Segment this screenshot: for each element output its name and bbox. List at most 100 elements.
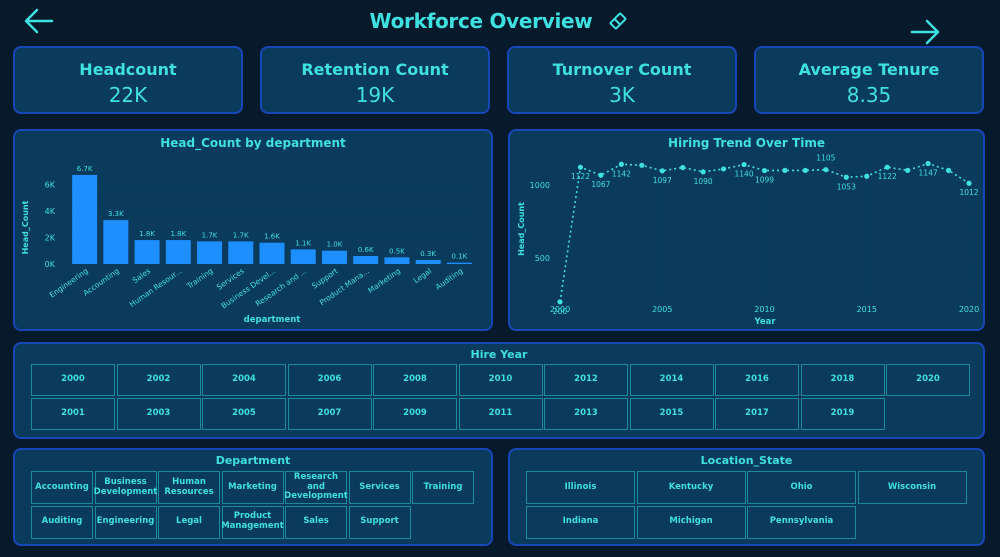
data-point[interactable] bbox=[618, 161, 624, 167]
hire-year-tile[interactable]: 2011 bbox=[458, 397, 543, 430]
hire-year-tile[interactable]: 2001 bbox=[31, 397, 115, 430]
department-tile[interactable]: Sales bbox=[285, 505, 347, 539]
hire-year-tile[interactable]: 2003 bbox=[116, 397, 201, 430]
department-tile[interactable]: Support bbox=[348, 505, 411, 539]
data-point[interactable] bbox=[945, 167, 952, 173]
department-tile[interactable]: Engineering bbox=[94, 505, 157, 539]
hire-year-tile[interactable]: 2010 bbox=[458, 364, 543, 396]
kpi-label: Headcount bbox=[79, 60, 177, 79]
back-button[interactable] bbox=[22, 6, 56, 36]
department-tile[interactable]: Training bbox=[412, 471, 474, 504]
data-point[interactable] bbox=[659, 168, 665, 174]
bar[interactable] bbox=[353, 256, 379, 264]
location-state-tile[interactable]: Michigan bbox=[636, 505, 746, 539]
eraser-icon[interactable] bbox=[606, 9, 630, 33]
forward-button[interactable] bbox=[908, 17, 942, 47]
data-label: 1090 bbox=[694, 177, 713, 186]
bar[interactable] bbox=[165, 240, 191, 264]
bar[interactable] bbox=[384, 257, 410, 264]
hire-year-tile[interactable]: 2009 bbox=[373, 397, 457, 430]
data-point[interactable] bbox=[905, 167, 911, 173]
hire-year-tile[interactable]: 2000 bbox=[31, 364, 115, 396]
department-tile[interactable]: Human Resources bbox=[158, 471, 220, 504]
data-point[interactable] bbox=[761, 167, 768, 174]
data-label: 1140 bbox=[735, 170, 754, 179]
x-tick-label: Human Resour... bbox=[128, 266, 184, 309]
bar[interactable] bbox=[259, 242, 285, 264]
location-state-tile[interactable]: Ohio bbox=[747, 471, 856, 504]
location-state-tile[interactable]: Indiana bbox=[526, 505, 635, 539]
department-tile[interactable]: Research and Development bbox=[284, 471, 348, 504]
data-point[interactable] bbox=[823, 167, 829, 173]
bar[interactable] bbox=[228, 241, 254, 264]
data-label: 1067 bbox=[591, 180, 610, 189]
data-point[interactable] bbox=[884, 164, 890, 170]
data-point[interactable] bbox=[782, 167, 788, 173]
y-tick-label: 1000 bbox=[530, 181, 550, 190]
department-tile[interactable]: Services bbox=[348, 471, 411, 504]
data-point[interactable] bbox=[700, 169, 706, 175]
data-point[interactable] bbox=[721, 166, 727, 172]
hire-year-tile[interactable]: 2005 bbox=[202, 397, 286, 430]
hire-year-tile[interactable]: 2007 bbox=[287, 397, 372, 430]
department-tile[interactable]: Auditing bbox=[31, 505, 93, 539]
hire-year-tile[interactable]: 2014 bbox=[629, 364, 714, 396]
location-state-tile[interactable]: Pennsylvania bbox=[747, 505, 856, 539]
department-slicer: Department Accounting Business Developmen… bbox=[13, 448, 493, 546]
bar[interactable] bbox=[134, 240, 160, 264]
data-point[interactable] bbox=[557, 299, 563, 305]
hire-year-tile[interactable]: 2008 bbox=[373, 364, 457, 396]
data-point[interactable] bbox=[925, 160, 931, 167]
hire-year-tile[interactable]: 2017 bbox=[715, 397, 799, 430]
data-point[interactable] bbox=[741, 161, 747, 168]
hire-year-tile[interactable]: 2015 bbox=[629, 397, 714, 430]
data-label: 1105 bbox=[816, 154, 835, 163]
slicer-title: Department bbox=[215, 454, 291, 467]
bar[interactable] bbox=[446, 262, 472, 264]
department-tile[interactable]: Product Management bbox=[221, 505, 284, 539]
data-point[interactable] bbox=[864, 173, 870, 179]
bar-chart[interactable]: 0K2K4K6K6.7KEngineering3.3KAccounting1.8… bbox=[15, 149, 491, 329]
hire-year-tile[interactable]: 2004 bbox=[202, 364, 286, 396]
x-tick-label: Legal bbox=[412, 266, 434, 285]
hire-year-tile[interactable]: 2006 bbox=[287, 364, 372, 396]
arrow-left-icon bbox=[24, 8, 54, 34]
data-point[interactable] bbox=[598, 172, 604, 178]
location-state-tile[interactable]: Illinois bbox=[526, 471, 635, 504]
department-tile[interactable]: Legal bbox=[158, 505, 220, 539]
data-label: 1053 bbox=[837, 182, 856, 191]
data-label: 1099 bbox=[755, 176, 774, 185]
hire-year-tile[interactable]: 2018 bbox=[800, 364, 885, 396]
data-point[interactable] bbox=[680, 164, 686, 171]
x-tick-label: Business Devel... bbox=[219, 266, 277, 310]
location-state-tile[interactable]: Kentucky bbox=[636, 471, 746, 504]
y-tick-label: 6K bbox=[45, 180, 56, 189]
data-label: 6.7K bbox=[77, 165, 93, 173]
x-tick-label: 2010 bbox=[754, 305, 774, 314]
hire-year-tile[interactable]: 2013 bbox=[544, 397, 628, 430]
data-label: 0.6K bbox=[358, 246, 374, 254]
department-tile[interactable]: Accounting bbox=[31, 471, 93, 504]
department-tile[interactable]: Business Development bbox=[94, 471, 157, 504]
x-axis-title: department bbox=[244, 315, 301, 325]
bar[interactable] bbox=[415, 260, 441, 264]
bar[interactable] bbox=[321, 250, 347, 264]
location-state-tile[interactable]: Wisconsin bbox=[857, 471, 967, 504]
hire-year-tile[interactable]: 2002 bbox=[116, 364, 201, 396]
bar[interactable] bbox=[290, 249, 316, 264]
hire-year-tile[interactable]: 2012 bbox=[544, 364, 628, 396]
line-chart-panel: Hiring Trend Over Time 500 1000 2000 2005 20… bbox=[508, 129, 985, 331]
data-point[interactable] bbox=[966, 180, 972, 186]
hire-year-tile[interactable]: 2019 bbox=[800, 397, 885, 430]
data-point[interactable] bbox=[802, 167, 808, 173]
department-tile[interactable]: Marketing bbox=[221, 471, 284, 504]
bar[interactable] bbox=[103, 220, 129, 264]
data-point[interactable] bbox=[639, 162, 645, 168]
hire-year-tile[interactable]: 2016 bbox=[715, 364, 799, 396]
hire-year-tile[interactable]: 2020 bbox=[886, 364, 970, 396]
bar[interactable] bbox=[197, 241, 223, 264]
data-point[interactable] bbox=[843, 174, 849, 180]
bar[interactable] bbox=[72, 174, 98, 264]
data-point[interactable] bbox=[577, 164, 584, 170]
